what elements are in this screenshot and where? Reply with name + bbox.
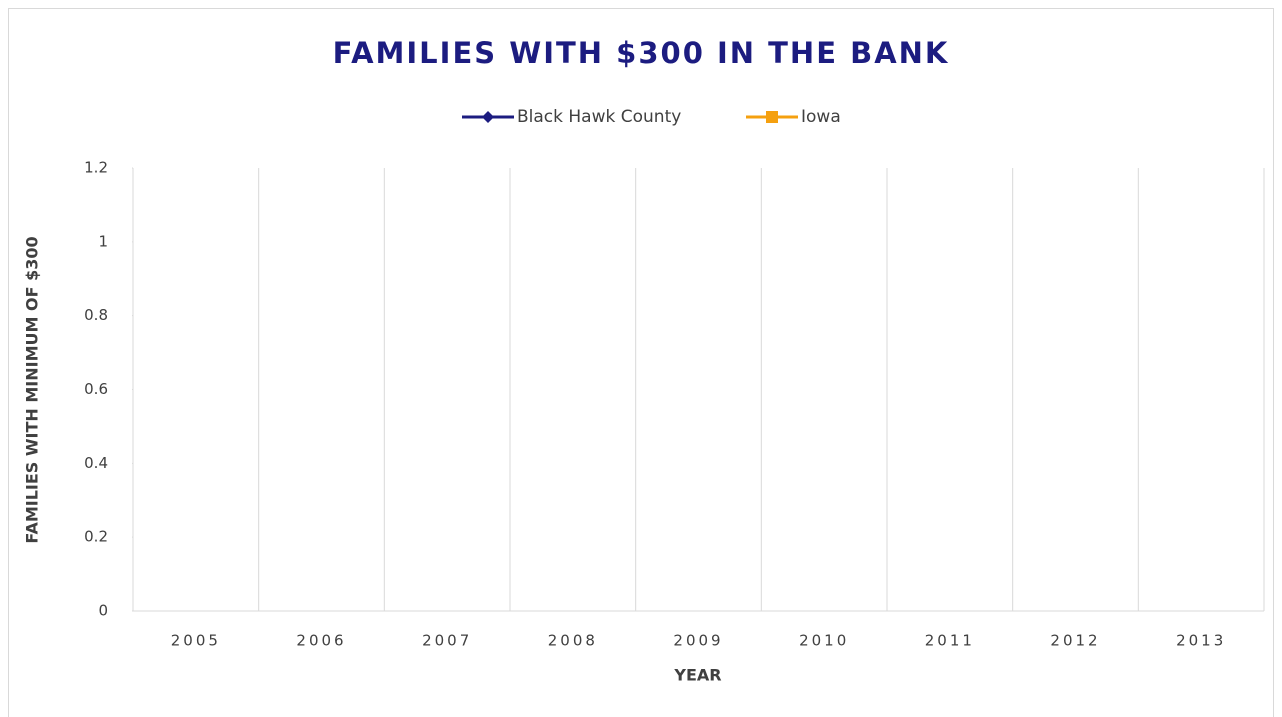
y-tick-label: 1 bbox=[98, 232, 108, 250]
legend-label: Black Hawk County bbox=[517, 107, 681, 127]
x-tick-label: 2010 bbox=[799, 632, 849, 650]
x-tick-label: 2009 bbox=[673, 632, 723, 650]
x-axis-title: YEAR bbox=[673, 666, 721, 685]
chart-border bbox=[8, 8, 1274, 717]
x-tick-label: 2006 bbox=[296, 632, 346, 650]
chart-title: FAMILIES WITH $300 IN THE BANK bbox=[333, 36, 950, 70]
x-tick-label: 2012 bbox=[1050, 632, 1100, 650]
x-tick-label: 2011 bbox=[925, 632, 975, 650]
y-axis-title: FAMILIES WITH MINIMUM OF $300 bbox=[23, 236, 42, 543]
legend-label: Iowa bbox=[801, 107, 841, 127]
y-tick-label: 1.2 bbox=[84, 159, 108, 177]
y-tick-label: 0.2 bbox=[84, 528, 108, 546]
y-tick-label: 0.6 bbox=[84, 380, 108, 398]
x-tick-label: 2005 bbox=[171, 632, 221, 650]
legend-marker bbox=[482, 111, 494, 123]
legend-marker bbox=[766, 111, 778, 123]
x-tick-label: 2013 bbox=[1176, 632, 1226, 650]
y-tick-label: 0.4 bbox=[84, 454, 108, 472]
y-tick-label: 0 bbox=[98, 602, 108, 620]
x-tick-label: 2008 bbox=[548, 632, 598, 650]
y-tick-label: 0.8 bbox=[84, 306, 108, 324]
x-tick-label: 2007 bbox=[422, 632, 472, 650]
